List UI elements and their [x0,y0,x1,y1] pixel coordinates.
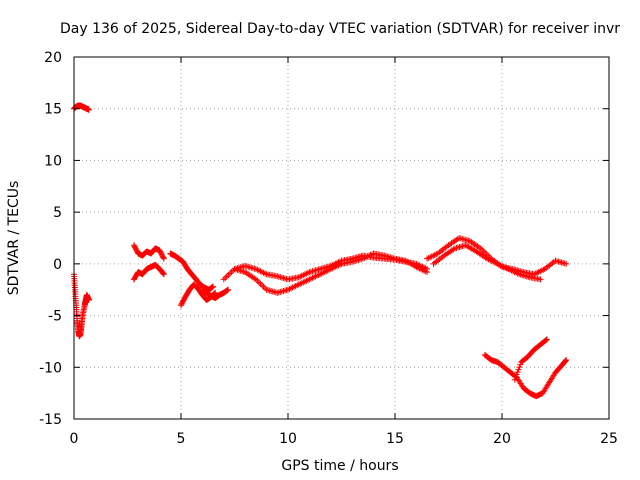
x-tick-label: 15 [386,431,404,447]
data-point [543,336,550,343]
data-point [537,276,544,283]
data-point [563,357,570,364]
data-point [512,374,519,381]
series-arc-4 [130,261,167,283]
y-tick-label: 10 [44,153,62,169]
chart-title: Day 136 of 2025, Sidereal Day-to-day VTE… [60,21,620,37]
data-point [85,297,92,304]
data-point [513,371,520,378]
x-tick-label: 20 [493,431,511,447]
series-arc-2 [71,271,92,340]
y-tick-label: 20 [44,50,62,66]
data-point [424,269,431,276]
y-tick-label: -15 [39,412,62,428]
x-tick-label: 0 [70,431,79,447]
data-point [511,376,518,383]
data-point [85,106,92,113]
data-point [159,269,166,276]
data-point [515,366,522,373]
series-arc-13 [511,336,550,383]
series-arc-7 [199,286,232,301]
data-point [563,260,570,267]
series-arc-11 [430,242,544,283]
y-tick-label: 5 [53,205,62,221]
data-point [160,255,167,262]
data-point [160,270,167,277]
x-axis-label: GPS time / hours [281,458,398,474]
data-points [71,102,570,400]
y-tick-label: 15 [44,102,62,118]
data-point [516,364,523,371]
data-point [160,254,167,261]
data-point [212,289,219,296]
plot-frame [73,56,610,420]
data-point [210,283,217,290]
data-point [517,361,524,368]
data-point [225,286,232,293]
x-tick-label: 25 [600,431,618,447]
axis-ticks: 0 5 10 15 20 25 -15 -10 -5 0 5 10 15 20 [39,50,618,447]
series-arc-9 [231,250,431,296]
data-point [562,357,569,364]
x-tick-label: 5 [177,431,186,447]
data-point [160,271,167,278]
grid-lines [74,57,609,419]
series-arc-12 [481,351,570,400]
data-point [561,358,568,365]
data-point [514,369,521,376]
data-point [543,337,550,344]
y-axis-label: SDTVAR / TECUs [6,181,22,296]
y-tick-label: -5 [48,309,62,325]
y-tick-label: -10 [39,360,62,376]
x-tick-label: 10 [279,431,297,447]
y-tick-label: 0 [53,257,62,273]
series-arc-3 [130,242,167,262]
